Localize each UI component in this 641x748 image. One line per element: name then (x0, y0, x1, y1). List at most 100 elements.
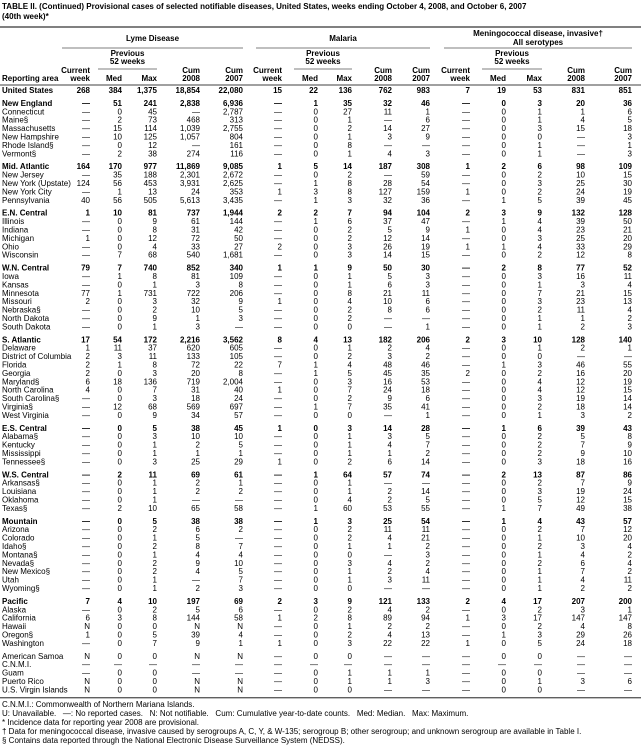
cell: 22 (383, 639, 392, 648)
cell: 3 (153, 369, 158, 378)
cell: 87 (576, 470, 585, 479)
cell: 7 (153, 639, 158, 648)
cell: 0 (314, 133, 319, 142)
cell: 1 (348, 669, 353, 678)
cell: 35 (343, 99, 352, 108)
cell: 0 (118, 107, 123, 116)
cell: 132 (572, 209, 586, 218)
cell: 114 (144, 124, 157, 133)
cell: 6 (388, 280, 393, 289)
row-label: California (2, 614, 36, 623)
cell: 4 (388, 605, 393, 614)
cell: — (462, 559, 470, 568)
cell: 3 (348, 639, 353, 648)
cell: — (82, 660, 90, 669)
cell: 6 (196, 525, 201, 534)
cell: 2 (466, 369, 471, 378)
cell: 2 (538, 171, 543, 180)
cell: 0 (502, 542, 507, 551)
cell: 3 (153, 432, 158, 441)
cell: 0 (314, 584, 319, 593)
cell: 1 (118, 289, 123, 298)
cell: — (462, 280, 470, 289)
cell: 53 (383, 504, 392, 513)
cell: 0 (314, 496, 319, 505)
cell: 9 (581, 449, 586, 458)
cell: 140 (619, 335, 633, 344)
cell: — (462, 124, 470, 133)
cell: 3 (239, 314, 244, 323)
cell: 25 (191, 457, 200, 466)
cell: 0 (314, 234, 319, 243)
cell: 24 (234, 394, 243, 403)
cell: 0 (314, 479, 319, 488)
cell: — (82, 141, 90, 150)
cell: 9 (388, 394, 393, 403)
cell: 164 (77, 162, 91, 171)
cell: 0 (314, 411, 319, 420)
cell: 8 (348, 187, 353, 196)
cell: 1,039 (180, 124, 201, 133)
column-header: Cum (182, 66, 200, 75)
cell: 20 (623, 234, 632, 243)
cell: 5 (581, 432, 586, 441)
cell: 0 (502, 639, 507, 648)
cell: — (462, 386, 470, 395)
cell: — (624, 669, 632, 678)
cell: 7 (538, 289, 543, 298)
cell: — (534, 660, 542, 669)
cell: 6 (86, 377, 91, 386)
cell: — (82, 306, 90, 315)
cell: 2 (348, 525, 353, 534)
row-label: Washington (2, 639, 44, 648)
cell: 4 (581, 550, 586, 559)
cell: 1 (466, 614, 471, 623)
row-label: W.N. Central (2, 264, 49, 273)
cell: 0 (502, 149, 507, 158)
cell: 15 (623, 171, 632, 180)
cell: 1,375 (137, 86, 158, 95)
cell: 0 (118, 306, 123, 315)
cell: 0 (314, 116, 319, 125)
cell: 3 (348, 196, 353, 205)
row-label: Indiana (2, 226, 29, 235)
cell: — (274, 622, 282, 631)
cell: 5 (196, 534, 201, 543)
cell: 2,004 (223, 377, 244, 386)
row-label: Michigan (2, 234, 34, 243)
cell: 0 (314, 251, 319, 260)
cell: 2 (348, 457, 353, 466)
cell: 5 (153, 631, 158, 640)
row-label: Maryland§ (2, 377, 39, 386)
previous-header: 52 weeks (494, 57, 530, 66)
row-label: American Samoa (2, 652, 64, 661)
cell: 19 (576, 487, 585, 496)
cell: 8 (348, 141, 353, 150)
cell: — (82, 411, 90, 420)
cell: 1 (314, 504, 319, 513)
row-label: Puerto Rico (2, 677, 44, 686)
cell: 1 (118, 272, 123, 281)
cell: 36 (421, 196, 430, 205)
cell: — (235, 534, 243, 543)
cell: — (274, 550, 282, 559)
cell: 1 (86, 344, 91, 353)
cell: N (84, 685, 90, 694)
footnote: † Data for meningococcal disease, invasi… (2, 727, 581, 736)
cell: 1 (581, 107, 586, 116)
cell: 4 (348, 297, 353, 306)
cell: 10 (234, 432, 243, 441)
row-label: S. Atlantic (2, 335, 41, 344)
cell: 3 (239, 584, 244, 593)
row-label: Guam (2, 669, 24, 678)
cell: 94 (383, 209, 392, 218)
cell: 1 (348, 487, 353, 496)
cell: — (274, 116, 282, 125)
cell: 48 (383, 361, 392, 370)
cell: 1 (153, 441, 158, 450)
row-label: North Carolina (2, 386, 54, 395)
cell: 0 (118, 559, 123, 568)
cell: 0 (502, 99, 507, 108)
cell: 1 (538, 107, 543, 116)
cell: 0 (348, 685, 353, 694)
